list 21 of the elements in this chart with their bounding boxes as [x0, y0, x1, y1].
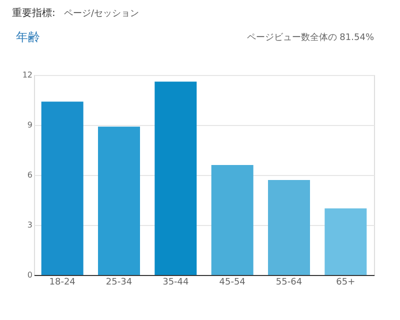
- y-tick-label: 6: [27, 170, 32, 180]
- text: ページビュー数全体の 81.54%: [246, 32, 374, 43]
- bar: [268, 180, 310, 275]
- x-tick-label: 35-44: [162, 278, 190, 288]
- text: 重要指標:: [12, 7, 56, 19]
- y-tick-label: 9: [27, 120, 32, 130]
- y-tick-label: 12: [22, 70, 32, 80]
- bar: [41, 102, 84, 275]
- x-tick-label: 55-64: [276, 278, 302, 288]
- bar: [324, 208, 367, 275]
- y-tick-label: 0: [27, 270, 32, 280]
- chart-title: 年齢: [16, 30, 40, 44]
- bar: [211, 165, 254, 275]
- x-tick-label: 45-54: [219, 278, 246, 288]
- bar: [154, 82, 197, 275]
- text: ページ/セッション: [64, 9, 140, 19]
- bar: [98, 126, 140, 275]
- x-tick-label: 25-34: [106, 278, 132, 288]
- x-tick-label: 18-24: [49, 278, 76, 288]
- x-tick-label: 65+: [336, 278, 356, 288]
- y-tick-label: 3: [27, 220, 32, 230]
